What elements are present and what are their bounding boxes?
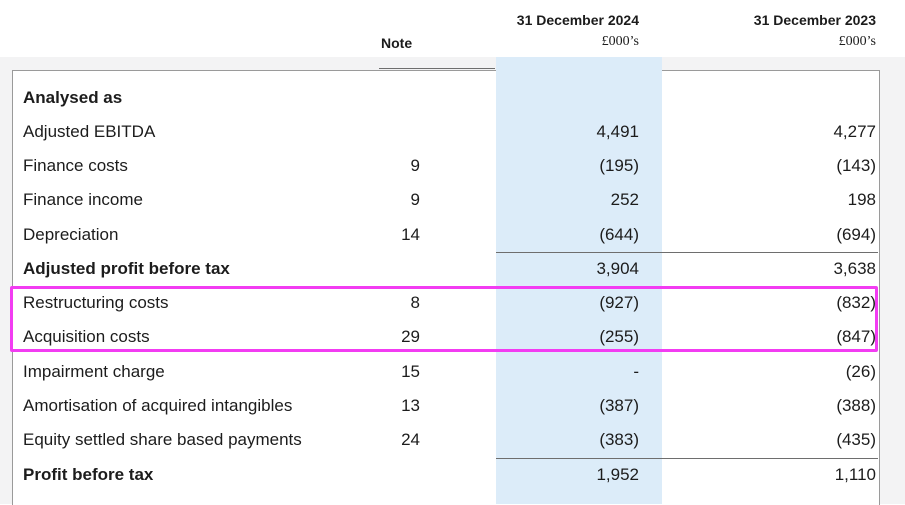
col-2024-header: 31 December 2024 <box>516 12 639 28</box>
row-label: Equity settled share based payments <box>23 430 302 449</box>
table-row: Amortisation of acquired intangibles 13 … <box>0 389 905 423</box>
row-label: Depreciation <box>23 225 119 244</box>
note-column-header: Note <box>381 35 413 51</box>
row-value-2023: 3,638 <box>833 259 876 278</box>
current-year-highlight-column <box>496 57 662 504</box>
row-value-2024: (383) <box>599 430 639 449</box>
row-note: 29 <box>401 327 420 346</box>
row-note: 9 <box>410 156 420 175</box>
row-value-2024: 3,904 <box>596 259 639 278</box>
row-value-2023: 198 <box>847 190 876 209</box>
table-row: Finance income 9 252 198 <box>0 183 905 217</box>
row-label: Adjusted profit before tax <box>23 259 230 278</box>
row-value-2024: (387) <box>599 396 639 415</box>
row-value-2024: 252 <box>610 190 639 209</box>
total-rule-2023 <box>662 458 878 459</box>
row-note: 13 <box>401 396 420 415</box>
total-rule-2024 <box>496 458 662 459</box>
table-row: Acquisition costs 29 (255) (847) <box>0 320 905 354</box>
row-value-2024: - <box>633 362 639 381</box>
row-value-2023: (832) <box>836 293 876 312</box>
row-value-2023: (847) <box>836 327 876 346</box>
row-value-2023: (388) <box>836 396 876 415</box>
table-row: Finance costs 9 (195) (143) <box>0 149 905 183</box>
row-value-2023: (694) <box>836 225 876 244</box>
row-note: 9 <box>410 190 420 209</box>
row-value-2023: (435) <box>836 430 876 449</box>
row-value-2023: 1,110 <box>834 465 876 484</box>
note-column-top-rule <box>379 68 495 69</box>
subtotal-row: Adjusted profit before tax 3,904 3,638 <box>0 252 905 286</box>
row-label: Profit before tax <box>23 465 154 484</box>
row-value-2024: 4,491 <box>596 122 639 141</box>
row-label: Adjusted EBITDA <box>23 122 156 141</box>
row-label: Acquisition costs <box>23 327 150 346</box>
section-title-row: Analysed as <box>0 81 905 115</box>
row-value-2023: (26) <box>845 362 876 381</box>
row-value-2023: 4,277 <box>833 122 876 141</box>
row-value-2024: (927) <box>599 293 639 312</box>
annotation-highlight-box <box>10 286 878 352</box>
subtotal-rule-2023 <box>662 252 878 253</box>
row-note: 24 <box>401 430 420 449</box>
row-label: Finance income <box>23 190 144 209</box>
row-label: Impairment charge <box>23 362 165 381</box>
section-title: Analysed as <box>23 88 123 107</box>
row-note: 14 <box>401 225 420 244</box>
table-row: Equity settled share based payments 24 (… <box>0 423 905 457</box>
row-value-2024: (255) <box>599 327 639 346</box>
table-row: Depreciation 14 (644) (694) <box>0 218 905 252</box>
row-value-2024: (644) <box>599 225 639 244</box>
row-value-2024: 1,952 <box>596 465 639 484</box>
total-row: Profit before tax 1,952 1,110 <box>0 458 905 492</box>
row-value-2023: (143) <box>836 156 876 175</box>
col-2023-unit: £000’s <box>838 34 876 49</box>
col-2024-unit: £000’s <box>601 34 639 49</box>
row-label: Finance costs <box>23 156 128 175</box>
subtotal-rule-2024 <box>496 252 662 253</box>
row-value-2024: (195) <box>599 156 639 175</box>
row-label: Amortisation of acquired intangibles <box>23 396 293 415</box>
table-row: Adjusted EBITDA 4,491 4,277 <box>0 115 905 149</box>
table-header-band <box>0 0 905 57</box>
col-2023-header: 31 December 2023 <box>753 12 876 28</box>
table-row: Restructuring costs 8 (927) (832) <box>0 286 905 320</box>
row-label: Restructuring costs <box>23 293 169 312</box>
table-row: Impairment charge 15 - (26) <box>0 355 905 389</box>
row-note: 15 <box>401 362 420 381</box>
row-note: 8 <box>410 293 420 312</box>
